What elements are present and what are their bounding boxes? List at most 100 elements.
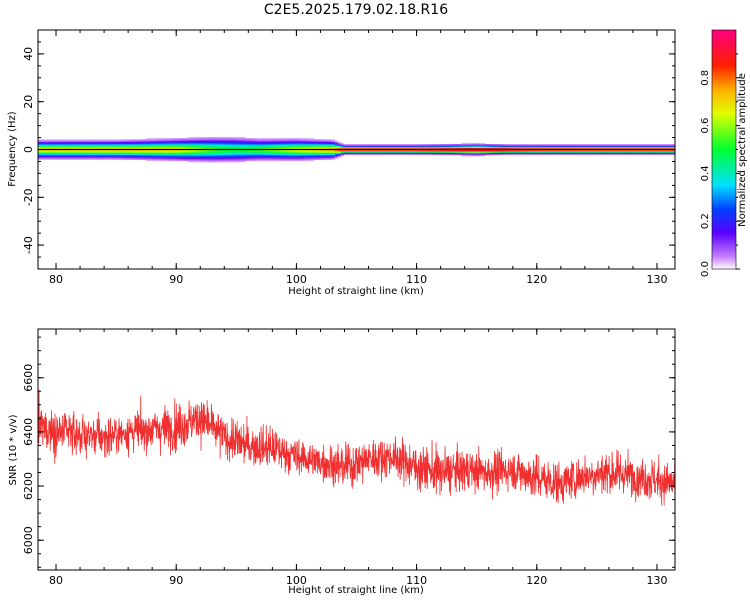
heatmap-cell: [128, 157, 132, 159]
heatmap-cell: [212, 152, 216, 154]
heatmap-cell: [434, 153, 438, 156]
heatmap-cell: [638, 151, 642, 153]
heatmap-cell: [266, 153, 270, 156]
heatmap-cell: [359, 147, 363, 150]
heatmap-cell: [620, 147, 624, 150]
heatmap-cell: [368, 145, 372, 147]
heatmap-cell: [38, 139, 42, 141]
heatmap-cell: [299, 159, 303, 162]
heatmap-cell: [206, 140, 210, 143]
heatmap-cell: [41, 158, 45, 160]
heatmap-cell: [509, 151, 513, 153]
heatmap-cell: [191, 153, 195, 156]
heatmap-cell: [626, 151, 630, 153]
heatmap-cell: [269, 140, 273, 143]
heatmap-cell: [56, 139, 60, 141]
heatmap-cell: [578, 151, 582, 153]
heatmap-cell: [47, 156, 51, 158]
heatmap-cell: [401, 147, 405, 150]
heatmap-cell: [458, 150, 462, 152]
heatmap-cell: [284, 157, 288, 159]
heatmap-cell: [410, 150, 414, 152]
heatmap-cell: [143, 141, 147, 144]
heatmap-cell: [611, 153, 615, 156]
heatmap-cell: [470, 154, 474, 157]
heatmap-cell: [89, 157, 93, 159]
heatmap-cell: [242, 139, 246, 141]
heatmap-cell: [125, 140, 129, 143]
heatmap-cell: [215, 154, 219, 157]
heatmap-cell: [251, 147, 255, 150]
heatmap-cell: [236, 138, 240, 140]
heatmap-cell: [548, 146, 552, 149]
heatmap-cell: [509, 147, 513, 150]
heatmap-cell: [338, 146, 342, 149]
heatmap-cell: [275, 138, 279, 140]
heatmap-cell: [305, 140, 309, 143]
heatmap-cell: [152, 138, 156, 140]
heatmap-cell: [227, 153, 231, 156]
heatmap-cell: [578, 147, 582, 150]
heatmap-cell: [332, 156, 336, 158]
heatmap-cell: [83, 142, 87, 145]
heatmap-cell: [323, 153, 327, 156]
heatmap-cell: [71, 144, 75, 146]
heatmap-cell: [251, 144, 255, 146]
heatmap-cell: [656, 153, 660, 156]
heatmap-cell: [503, 151, 507, 153]
heatmap-cell: [329, 140, 333, 143]
heatmap-cell: [275, 153, 279, 156]
heatmap-cell: [251, 139, 255, 141]
heatmap-cell: [278, 140, 282, 143]
heatmap-cell: [194, 152, 198, 154]
heatmap-cell: [122, 140, 126, 143]
heatmap-cell: [500, 145, 504, 147]
heatmap-cell: [671, 151, 675, 153]
heatmap-cell: [479, 144, 483, 146]
heatmap-cell: [215, 160, 219, 163]
heatmap-cell: [188, 159, 192, 162]
heatmap-cell: [662, 146, 666, 149]
heatmap-cell: [173, 151, 177, 153]
heatmap-cell: [206, 156, 210, 158]
heatmap-cell: [152, 154, 156, 157]
heatmap-cell: [197, 153, 201, 156]
heatmap-cell: [539, 146, 543, 149]
heatmap-cell: [488, 144, 492, 146]
heatmap-cell: [80, 156, 84, 158]
heatmap-cell: [293, 146, 297, 149]
heatmap-cell: [227, 140, 231, 143]
heatmap-cell: [251, 151, 255, 153]
heatmap-cell: [317, 141, 321, 144]
heatmap-cell: [50, 154, 54, 157]
heatmap-cell: [230, 159, 234, 162]
heatmap-cell: [608, 147, 612, 150]
heatmap-cell: [509, 145, 513, 147]
heatmap-cell: [323, 146, 327, 149]
heatmap-cell: [419, 146, 423, 149]
heatmap-cell: [143, 151, 147, 153]
heatmap-cell: [179, 154, 183, 157]
heatmap-cell: [182, 152, 186, 154]
heatmap-cell: [530, 152, 534, 154]
heatmap-cell: [638, 152, 642, 154]
heatmap-cell: [179, 146, 183, 149]
heatmap-cell: [482, 152, 486, 154]
heatmap-cell: [275, 158, 279, 160]
heatmap-cell: [593, 145, 597, 147]
heatmap-cell: [134, 151, 138, 153]
heatmap-cell: [224, 151, 228, 153]
heatmap-cell: [476, 151, 480, 153]
heatmap-cell: [257, 145, 261, 147]
heatmap-cell: [587, 147, 591, 150]
heatmap-cell: [86, 146, 90, 149]
heatmap-cell: [62, 151, 66, 153]
heatmap-cell: [314, 158, 318, 160]
heatmap-cell: [269, 152, 273, 154]
heatmap-cell: [407, 153, 411, 156]
heatmap-cell: [179, 141, 183, 144]
heatmap-cell: [158, 139, 162, 141]
heatmap-cell: [284, 152, 288, 154]
heatmap-cell: [665, 151, 669, 153]
heatmap-cell: [302, 150, 306, 152]
